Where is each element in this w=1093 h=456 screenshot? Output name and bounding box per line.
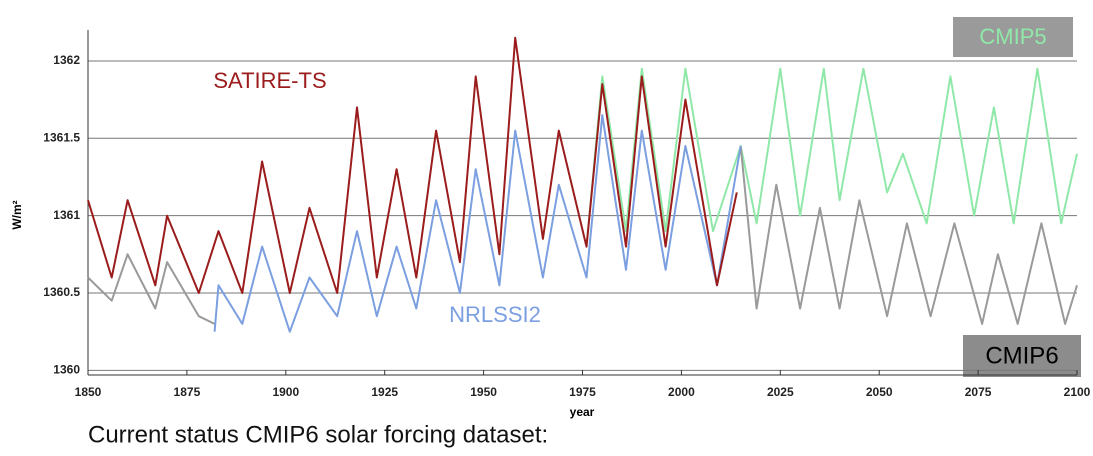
series-label: SATIRE-TS — [213, 68, 326, 93]
x-tick-label: 1975 — [569, 385, 596, 399]
x-tick-label: 2000 — [668, 385, 695, 399]
y-tick-label: 1361 — [53, 208, 80, 222]
x-tick-label: 2025 — [767, 385, 794, 399]
caption: Current status CMIP6 solar forcing datas… — [88, 421, 548, 448]
x-tick-label: 2100 — [1064, 385, 1091, 399]
series-line — [585, 67, 1078, 247]
x-tick-label: 1925 — [371, 385, 398, 399]
series-line — [213, 114, 742, 333]
y-tick-label: 1360.5 — [43, 285, 80, 299]
x-tick-label: 1950 — [470, 385, 497, 399]
series-label: CMIP5 — [979, 24, 1046, 49]
series-label: NRLSSI2 — [449, 302, 541, 327]
y-tick-label: 1361.5 — [43, 130, 80, 144]
y-tick-label: 1360 — [53, 363, 80, 377]
cmip5-label-box — [953, 17, 1073, 57]
x-tick-label: 2075 — [965, 385, 992, 399]
y-axis-label: W/m² — [10, 200, 24, 229]
series-label: CMIP6 — [985, 342, 1058, 369]
y-tick-label: 1362 — [53, 53, 80, 67]
x-axis-label: year — [570, 405, 595, 419]
x-tick-label: 1850 — [75, 385, 102, 399]
series-line — [87, 145, 1078, 325]
x-tick-label: 1900 — [272, 385, 299, 399]
series-line — [87, 36, 738, 294]
x-tick-label: 1875 — [174, 385, 201, 399]
x-tick-label: 2050 — [866, 385, 893, 399]
